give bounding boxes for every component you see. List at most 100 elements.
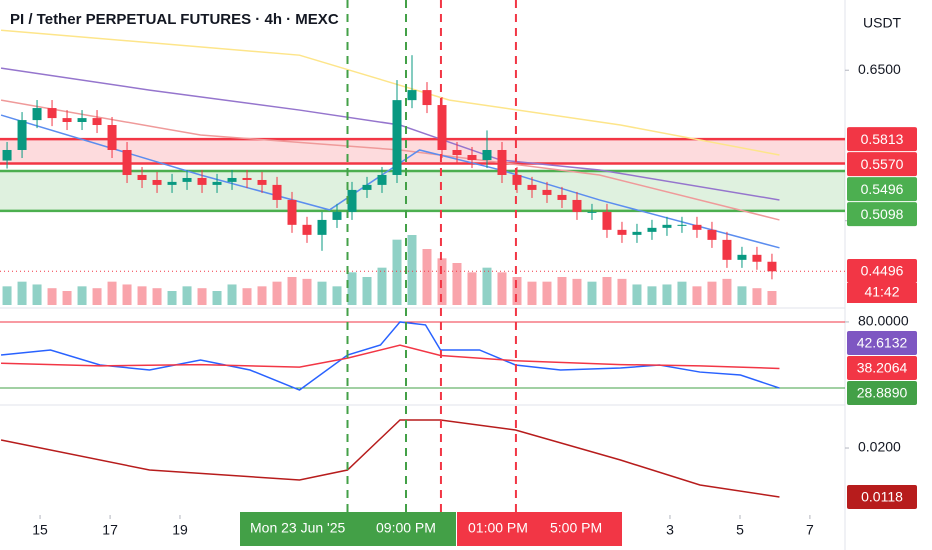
series-line	[0, 419, 780, 498]
candle-body	[377, 174, 387, 185]
candle-body	[32, 108, 42, 121]
candle-body	[467, 155, 477, 161]
countdown: 41:42	[864, 284, 899, 300]
volume-bar	[752, 288, 762, 305]
volume-bar	[182, 286, 192, 305]
price-label: 0.5813	[861, 131, 904, 147]
volume-bar	[437, 258, 447, 305]
candle-body	[692, 224, 702, 230]
x-tick-label: 7	[806, 522, 814, 538]
candle-body	[332, 211, 342, 220]
moving-average	[0, 29, 780, 156]
volume-bar	[707, 281, 717, 305]
candle-body	[662, 224, 672, 228]
candle-body	[437, 105, 447, 150]
crosshair-label-bg	[457, 512, 622, 546]
volume-bar	[647, 286, 657, 305]
volume-bar	[677, 281, 687, 305]
volume-bar	[92, 288, 102, 305]
price-label-bg	[847, 381, 917, 405]
price-label-bg	[847, 202, 917, 227]
candle-body	[302, 224, 312, 235]
volume-bar	[272, 281, 282, 305]
crosshair-label-bg	[240, 512, 456, 546]
candle-body	[512, 174, 522, 185]
candle-body	[527, 184, 537, 190]
currency: USDT	[863, 15, 902, 31]
volume-bar	[107, 281, 117, 305]
countdown-bg	[847, 283, 917, 303]
price-label: 0.5098	[861, 206, 904, 222]
y-tick-label: 0.0200	[858, 439, 901, 455]
candle-body	[452, 149, 462, 156]
volume-bar	[392, 239, 402, 305]
candle-body	[107, 125, 117, 150]
price-label-bg	[847, 259, 917, 283]
volume-bar	[332, 286, 342, 305]
candle-body	[47, 108, 57, 119]
volume-bar	[737, 286, 747, 305]
price-label: 28.8890	[857, 385, 908, 401]
volume-bar	[767, 291, 777, 305]
volume-bar	[587, 281, 597, 305]
volume-bar	[32, 284, 42, 305]
candle-body	[677, 224, 687, 226]
volume-bar	[242, 288, 252, 305]
candle-body	[92, 118, 102, 126]
volume-bar	[662, 284, 672, 305]
x-tick-label: 15	[32, 522, 48, 538]
volume-bar	[692, 286, 702, 305]
candle-body	[542, 189, 552, 195]
volume-bar	[227, 284, 237, 305]
candle-body	[287, 199, 297, 225]
candle-body	[362, 184, 372, 190]
volume-bar	[122, 284, 132, 305]
volume-bar	[422, 249, 432, 305]
volume-bar	[602, 277, 612, 305]
candle-body	[572, 199, 582, 212]
price-label: 0.5496	[861, 181, 904, 197]
candle-body	[722, 239, 732, 260]
volume-bar	[347, 272, 357, 305]
candle-body	[752, 254, 762, 262]
x-tick-label: 17	[102, 522, 118, 538]
moving-average	[0, 114, 780, 249]
candle-body	[152, 179, 162, 185]
candle-body	[257, 179, 267, 185]
volume-bar	[527, 281, 537, 305]
candle-body	[347, 189, 357, 212]
volume-bar	[557, 277, 567, 305]
candle-body	[122, 149, 132, 175]
price-label: 0.0118	[861, 489, 903, 505]
series-line	[1, 344, 780, 370]
chart-title: PI / Tether PERPETUAL FUTURES · 4h · MEX…	[10, 11, 339, 28]
price-label: 0.4496	[861, 263, 904, 279]
x-tick-label: 5	[736, 522, 744, 538]
volume-bar	[62, 291, 72, 305]
price-label-bg	[847, 485, 917, 510]
candle-body	[587, 211, 597, 213]
candle-body	[197, 177, 207, 185]
price-label-bg	[847, 356, 917, 380]
volume-bar	[167, 291, 177, 305]
crosshair-label: Mon 23 Jun '25	[250, 520, 346, 536]
volume-bar	[77, 286, 87, 305]
y-tick-label: 0.6500	[858, 61, 901, 77]
volume-bar	[257, 286, 267, 305]
candle-body	[482, 149, 492, 161]
volume-bar	[197, 288, 207, 305]
candle-body	[182, 177, 192, 182]
volume-bar	[617, 278, 627, 305]
candle-body	[407, 90, 417, 101]
price-label-bg	[847, 127, 917, 152]
crosshair-label: 5:00 PM	[550, 520, 602, 536]
volume-bar	[2, 286, 12, 305]
volume-bar	[722, 278, 732, 305]
volume-bar	[137, 286, 147, 305]
candle-body	[392, 100, 402, 175]
volume-bar	[452, 263, 462, 305]
volume-bar	[287, 277, 297, 305]
